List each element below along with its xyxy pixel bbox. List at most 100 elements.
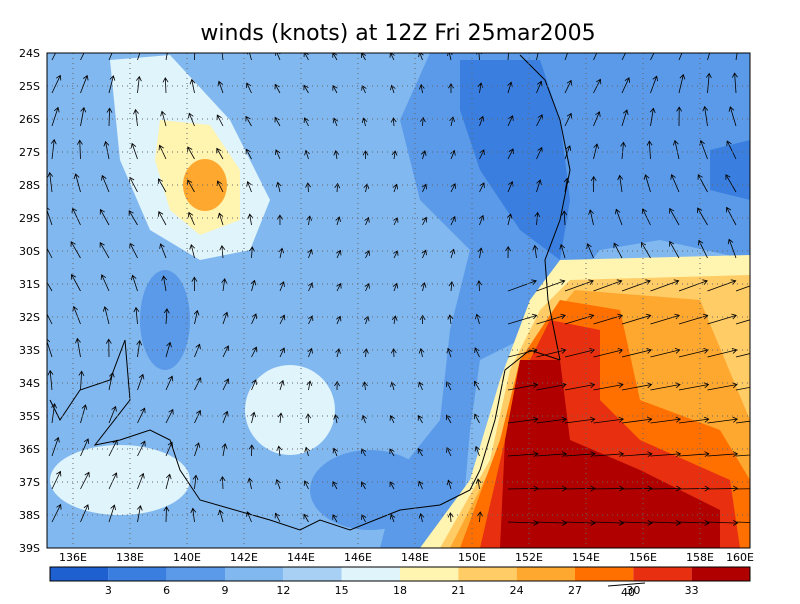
wind-arrow: [476, 53, 482, 61]
lon-label: 154E: [572, 551, 600, 564]
wind-arrow: [165, 53, 168, 61]
wind-arrow: [450, 183, 456, 193]
wind-arrow: [306, 380, 313, 391]
colorbar: 3 6 9 12 15 18 21 24 27 30 33: [49, 566, 751, 597]
wind-arrow: [450, 149, 456, 160]
wind-arrow: [507, 520, 539, 526]
wind-arrow: [650, 313, 680, 325]
wind-arrow: [245, 82, 252, 94]
wind-arrow: [222, 311, 229, 325]
wind-arrow: [418, 480, 424, 490]
wind-arrow: [389, 448, 395, 457]
wind-arrow: [621, 53, 626, 61]
wind-arrow: [51, 402, 57, 424]
wind-arrow: [593, 143, 599, 160]
lat-label: 32S: [19, 311, 40, 324]
wind-arrow: [219, 244, 226, 259]
wind-arrow: [650, 279, 680, 292]
wind-arrow: [191, 276, 198, 292]
wind-arrow: [108, 504, 116, 523]
wind-arrow: [221, 278, 228, 292]
wind-arrow: [303, 117, 309, 127]
wind-arrow: [650, 348, 681, 358]
wind-arrow: [361, 448, 367, 457]
colorbar-box: [400, 567, 459, 581]
wind-arrow: [507, 148, 514, 160]
wind-arrow: [274, 116, 281, 127]
wind-arrow: [735, 353, 750, 358]
wind-arrow: [306, 215, 313, 226]
wind-arrow: [613, 242, 623, 259]
colorbar-box: [50, 567, 109, 581]
wind-arrow: [165, 375, 174, 391]
wind-arrow: [251, 379, 257, 391]
wind-arrow: [621, 416, 653, 424]
wind-arrow: [332, 53, 338, 61]
wind-arrow: [51, 106, 60, 127]
wind-arrow: [593, 279, 623, 292]
wind-arrow: [564, 313, 595, 325]
wind-arrow: [475, 478, 482, 490]
wind-arrow: [246, 53, 253, 61]
wind-arrow: [697, 174, 708, 193]
wind-arrow: [564, 485, 596, 492]
wind-arrow: [277, 214, 283, 226]
wind-arrow: [507, 81, 513, 94]
wind-arrow: [51, 436, 60, 457]
wind-arrow: [128, 210, 138, 226]
wind-arrow: [163, 506, 170, 523]
wind-arrow: [593, 485, 625, 492]
lon-label: 146E: [344, 551, 372, 564]
wind-arrow: [564, 520, 596, 526]
wind-arrow: [446, 347, 453, 358]
lon-label: 142E: [230, 551, 258, 564]
wind-arrow: [707, 53, 711, 61]
wind-arrow: [620, 141, 627, 160]
wind-arrow: [274, 149, 281, 160]
lon-label: 140E: [173, 551, 201, 564]
wind-arrow: [389, 53, 395, 61]
wind-arrow: [80, 504, 90, 523]
wind-arrow: [333, 150, 340, 160]
wind-arrow: [705, 72, 712, 94]
wind-arrow: [363, 315, 370, 325]
wind-arrow: [419, 116, 426, 127]
lat-label: 33S: [19, 344, 40, 357]
wind-arrow: [390, 84, 396, 94]
wind-arrow: [420, 150, 427, 160]
colorbar-label: 27: [568, 584, 582, 597]
wind-arrow: [643, 174, 651, 193]
wind-arrow: [336, 249, 342, 259]
wind-arrow: [474, 445, 481, 457]
wind-arrow: [727, 238, 737, 259]
wind-arrow: [669, 240, 680, 259]
wind-arrow: [249, 246, 255, 259]
wind-arrow: [250, 411, 257, 424]
wind-arrow: [586, 243, 594, 259]
wind-arrow: [364, 283, 370, 292]
wind-arrow: [678, 279, 708, 292]
wind-arrow: [670, 173, 680, 193]
wind-arrow: [165, 341, 172, 358]
wind-arrow: [274, 512, 281, 523]
wind-arrow: [678, 53, 683, 61]
wind-arrow: [80, 471, 90, 490]
lon-label: 156E: [629, 551, 657, 564]
wind-arrow: [305, 413, 312, 424]
wind-arrow: [364, 250, 370, 259]
wind-arrow: [251, 313, 258, 325]
wind-arrow: [650, 451, 682, 458]
wind-arrow: [332, 84, 338, 94]
wind-arrow: [335, 348, 341, 358]
wind-arrow: [194, 343, 201, 358]
wind-arrow: [449, 248, 456, 259]
wind-arrow: [536, 416, 568, 424]
colorbar-box: [166, 567, 225, 581]
wind-arrow: [51, 470, 62, 490]
lat-label: 25S: [19, 80, 40, 93]
wind-arrow: [678, 73, 686, 94]
wind-arrow: [103, 140, 110, 160]
wind-arrow: [650, 485, 682, 492]
wind-arrow: [731, 72, 738, 94]
wind-arrow: [391, 315, 398, 325]
